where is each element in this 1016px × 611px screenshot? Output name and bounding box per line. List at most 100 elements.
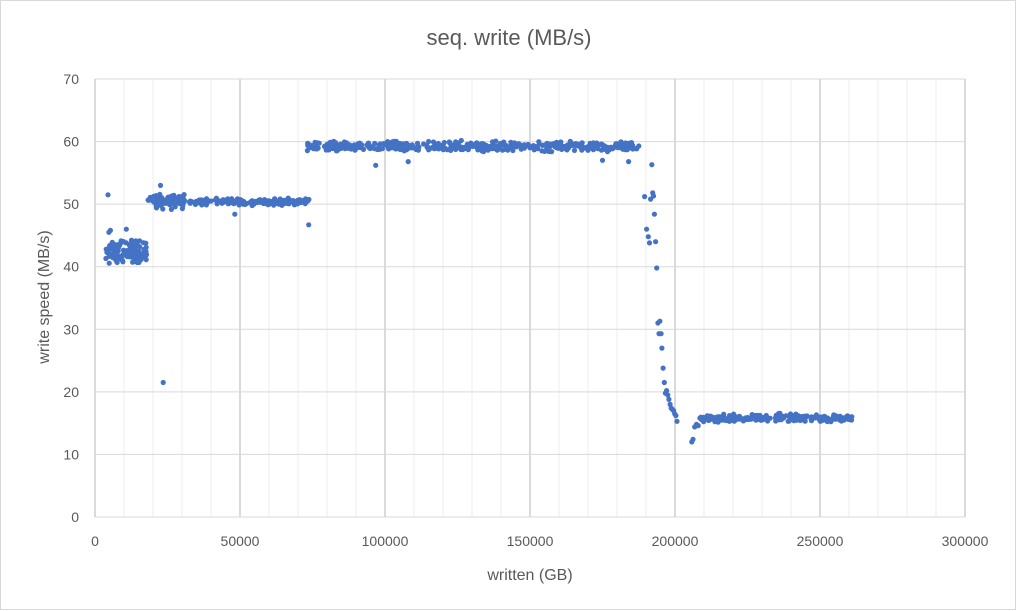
data-point xyxy=(736,414,743,420)
data-point xyxy=(123,226,129,232)
data-point xyxy=(753,415,759,421)
data-point xyxy=(172,204,178,210)
data-point xyxy=(763,412,769,419)
x-tick-label: 200000 xyxy=(652,533,699,549)
data-point xyxy=(778,417,784,423)
data-point xyxy=(354,144,360,150)
data-point xyxy=(199,198,205,204)
data-point xyxy=(587,144,593,150)
data-point xyxy=(109,239,115,245)
data-point xyxy=(665,392,671,398)
data-point xyxy=(394,146,401,152)
data-point xyxy=(726,418,733,424)
data-point xyxy=(265,202,271,208)
data-point xyxy=(110,246,117,252)
data-point xyxy=(385,139,391,145)
data-point xyxy=(745,414,751,421)
data-point xyxy=(332,140,339,146)
gridlines xyxy=(94,78,966,518)
data-point xyxy=(788,412,794,418)
data-point xyxy=(848,417,855,423)
data-point xyxy=(798,415,804,421)
data-point xyxy=(254,199,261,206)
y-tick-label: 60 xyxy=(63,134,79,150)
data-point xyxy=(299,198,305,205)
data-point xyxy=(831,412,837,418)
data-point xyxy=(106,260,112,266)
data-point xyxy=(599,157,606,163)
data-point xyxy=(424,144,430,150)
data-point xyxy=(234,196,241,202)
data-point xyxy=(315,145,321,151)
data-point xyxy=(719,413,725,420)
data-point xyxy=(239,197,245,204)
data-point xyxy=(697,415,703,421)
data-point xyxy=(493,143,499,149)
data-point xyxy=(168,206,174,212)
data-point xyxy=(440,142,446,149)
data-point xyxy=(136,249,142,256)
data-point xyxy=(344,142,350,148)
data-point xyxy=(610,145,617,151)
data-point xyxy=(646,240,653,246)
data-point xyxy=(472,141,478,148)
data-point xyxy=(165,195,171,201)
data-point xyxy=(774,416,780,423)
data-point xyxy=(177,201,183,207)
data-point xyxy=(337,141,343,147)
data-point xyxy=(497,145,503,151)
y-tick-label: 10 xyxy=(63,446,79,462)
data-point xyxy=(549,142,555,148)
x-axis-title: written (GB) xyxy=(486,567,572,584)
data-point xyxy=(430,139,437,145)
data-point xyxy=(203,202,209,208)
data-point xyxy=(327,144,333,150)
data-point xyxy=(103,255,109,262)
x-tick-label: 0 xyxy=(91,533,99,549)
data-point xyxy=(167,199,173,205)
data-point xyxy=(368,145,374,151)
data-point xyxy=(479,141,485,147)
data-point xyxy=(485,147,491,153)
data-point xyxy=(649,162,655,168)
data-point xyxy=(542,148,548,154)
data-point xyxy=(277,198,284,204)
chart-title: seq. write (MB/s) xyxy=(426,25,591,50)
data-point xyxy=(793,417,799,423)
data-point xyxy=(594,145,600,151)
y-tick-label: 50 xyxy=(63,196,79,212)
data-point xyxy=(108,253,114,259)
data-point xyxy=(136,259,142,265)
data-point xyxy=(813,412,820,418)
data-point xyxy=(841,415,847,422)
data-point xyxy=(388,143,394,149)
data-point xyxy=(115,242,121,248)
data-point xyxy=(657,318,663,324)
data-point xyxy=(335,147,341,153)
data-point xyxy=(115,254,121,260)
data-point xyxy=(658,331,664,337)
data-point xyxy=(105,192,111,198)
data-point xyxy=(757,415,763,422)
data-point xyxy=(285,195,291,201)
data-point xyxy=(786,418,792,424)
data-point xyxy=(133,238,139,244)
data-point xyxy=(460,145,466,151)
data-point xyxy=(409,142,415,148)
data-point xyxy=(272,196,278,202)
x-tick-label: 300000 xyxy=(942,533,989,549)
data-point xyxy=(306,222,312,228)
data-point xyxy=(131,254,137,261)
data-point xyxy=(620,146,627,152)
data-point xyxy=(690,436,696,442)
data-point xyxy=(405,159,411,165)
data-point xyxy=(157,182,164,188)
data-point xyxy=(562,143,568,150)
x-tick-label: 250000 xyxy=(797,533,844,549)
data-point xyxy=(153,193,159,199)
y-axis-title: write speed (MB/s) xyxy=(36,230,53,364)
data-point xyxy=(114,259,120,265)
data-point xyxy=(673,413,679,419)
